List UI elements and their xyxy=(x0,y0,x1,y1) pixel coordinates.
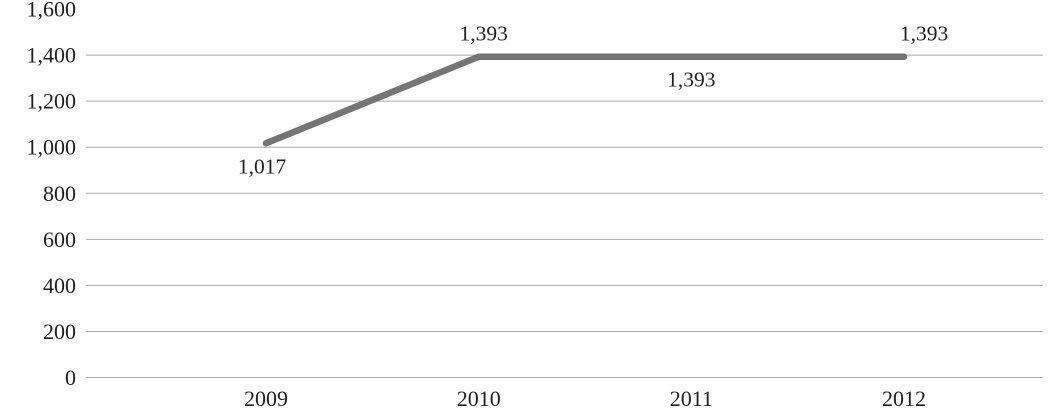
x-axis-tick-label: 2012 xyxy=(882,386,926,411)
y-axis-tick-label: 400 xyxy=(43,273,76,298)
x-axis-tick-label: 2011 xyxy=(670,386,713,411)
y-axis-tick-label: 1,600 xyxy=(27,0,77,22)
y-axis-tick-label: 1,200 xyxy=(27,89,77,114)
x-axis-tick-label: 2009 xyxy=(244,386,288,411)
data-label: 1,393 xyxy=(667,68,715,92)
data-label: 1,393 xyxy=(900,22,948,46)
data-label: 1,017 xyxy=(238,154,287,178)
y-axis-tick-label: 1,000 xyxy=(27,135,77,160)
y-axis-tick-label: 200 xyxy=(43,319,76,344)
y-axis-tick-label: 1,400 xyxy=(27,43,77,68)
y-axis-tick-label: 0 xyxy=(65,365,76,390)
data-label: 1,393 xyxy=(460,22,508,46)
y-axis-tick-label: 800 xyxy=(43,181,76,206)
series-line xyxy=(262,53,908,147)
y-axis-tick-label: 600 xyxy=(43,227,76,252)
x-axis-tick-label: 2010 xyxy=(457,386,501,411)
